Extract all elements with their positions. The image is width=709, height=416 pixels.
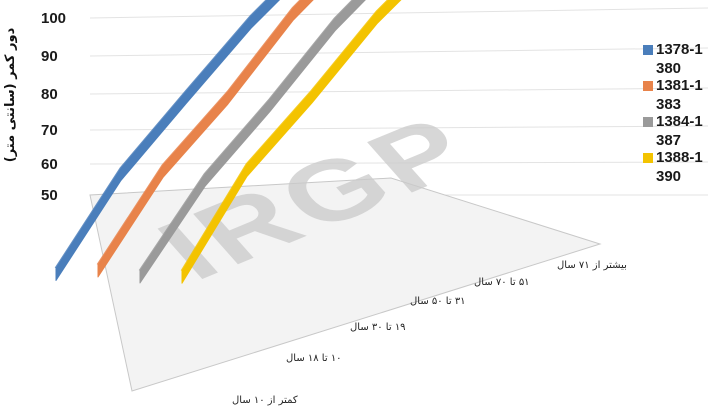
- y-tick-label: 80: [41, 86, 58, 103]
- chart-floor: [89, 177, 602, 392]
- gridline: [89, 7, 709, 19]
- gridline: [89, 161, 709, 165]
- legend-swatch: [643, 117, 653, 127]
- gridline: [89, 87, 709, 95]
- legend-item: 1384-1387: [640, 113, 709, 150]
- legend-swatch: [643, 153, 653, 163]
- legend-label: 1381-1383: [656, 77, 703, 113]
- legend-item: 1381-1383: [640, 77, 709, 114]
- x-axis-ticks: کمتر از ۱۰ سال ۱۰ تا ۱۸ سال ۱۹ تا ۳۰ سال ۳۱…: [232, 260, 627, 406]
- y-tick-label: 70: [41, 122, 58, 139]
- x-tick-label: کمتر از ۱۰ سال: [232, 395, 298, 406]
- series-ribbons: [54, 0, 402, 284]
- x-tick-label: ۳۱ تا ۵۰ سال: [410, 296, 466, 307]
- y-tick-label: 60: [41, 156, 58, 173]
- legend-label: 1378-1380: [656, 41, 703, 77]
- series-edge-1378-1380: [54, 0, 270, 270]
- gridline: [89, 47, 709, 57]
- y-tick-label: 50: [41, 187, 58, 204]
- x-tick-label: بیشتر از ۷۱ سال: [557, 260, 627, 271]
- y-tick-label: 100: [41, 10, 66, 27]
- y-tick-label: 90: [41, 48, 58, 65]
- series-edge-1381-1383: [96, 0, 304, 266]
- floor-plane: [89, 177, 602, 392]
- legend-item: 1388-1390: [640, 149, 709, 186]
- series-edge-1384-1387: [138, 0, 356, 272]
- x-tick-label: ۱۰ تا ۱۸ سال: [286, 353, 342, 364]
- legend-item: 1378-1380: [640, 41, 709, 78]
- series-edge-1388-1390: [180, 0, 391, 272]
- legend: 1378-1380 1381-1383 1384-1387 1388-1390: [640, 41, 709, 186]
- legend-label: 1388-1390: [656, 149, 703, 185]
- x-tick-label: ۱۹ تا ۳۰ سال: [350, 322, 406, 333]
- legend-swatch: [643, 45, 653, 55]
- x-tick-label: ۵۱ تا ۷۰ سال: [474, 277, 530, 288]
- y-axis-label: دور کمر (سانتی متر): [3, 27, 18, 162]
- legend-swatch: [643, 81, 653, 91]
- y-axis-ticks: 100 90 80 70 60 50: [41, 10, 66, 204]
- legend-label: 1384-1387: [656, 113, 703, 149]
